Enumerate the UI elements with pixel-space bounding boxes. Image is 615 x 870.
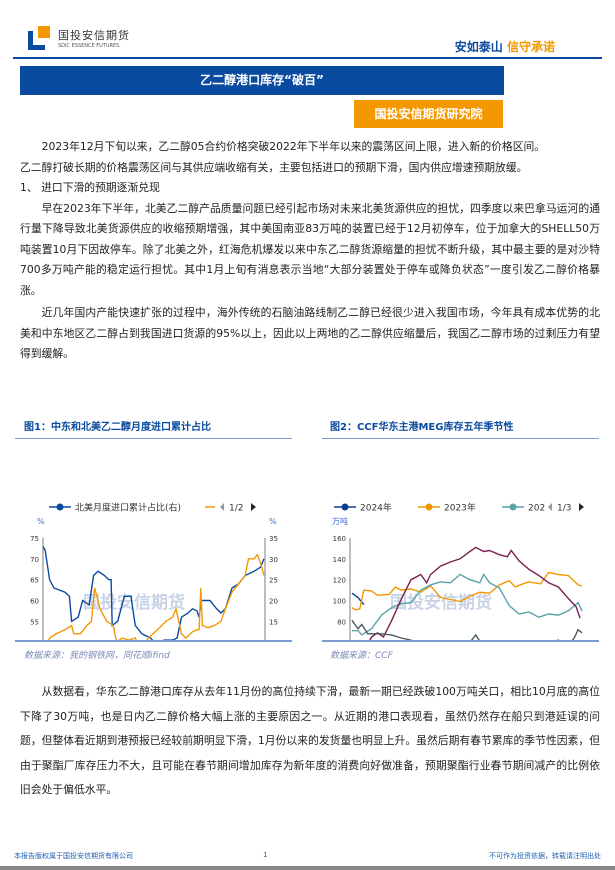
slogan: 安如泰山 信守承诺 [455,38,555,55]
figure-2-source: 数据来源：CCF [330,651,393,661]
logo-text-en: SDIC ESSENCE FUTURES [58,43,120,49]
divider [15,640,292,642]
y-tick-label: 55 [30,618,39,626]
y-tick-label: 60 [337,639,346,640]
y-tick-label: 75 [30,535,39,543]
legend-2023-label: 2023年 [444,502,476,514]
pager-label: 1/3 [557,504,571,514]
y-tick-label: 60 [30,598,39,606]
y2-tick-label: 25 [269,577,278,585]
y2-axis-unit: % [269,517,277,526]
y-tick-label: 100 [333,598,346,606]
paragraph: 近几年国内产能快速扩张的过程中，海外传统的石脑油路线制乙二醇已经很少进入我国市场… [20,306,600,360]
logo-mark-icon [28,26,50,50]
series-line-0 [42,545,265,640]
divider [322,438,599,439]
page-title: 乙二醇港口库存“破百” [20,66,504,95]
y-axis-unit: 万吨 [332,516,348,526]
footer-copyright: 本报告版权属于国投安信期货有限公司 [14,852,133,860]
logo: 国投安信期货 SDIC ESSENCE FUTURES [28,26,130,50]
pager-next-icon[interactable] [251,503,256,511]
y2-tick-label: 20 [269,598,278,606]
legend-202x-label: 202 [528,504,545,514]
footer-disclaimer: 不可作为投资依据，转载请注明出处 [489,852,601,860]
y-tick-label: 140 [333,556,346,564]
figure-1-source: 数据来源：我的钢铁网，同花顺ifind [24,651,170,661]
paragraph: 2023年12月下旬以来，乙二醇05合约价格突破2022年下半年以来的震荡区间上… [41,140,546,153]
paragraph: 乙二醇打破长期的价格震荡区间与其供应端收缩有关，主要包括进口的预期下滑，国内供应… [20,160,528,174]
y-tick-label: 65 [30,577,39,585]
y2-tick-label: 10 [269,639,278,640]
page-number: 1 [263,851,268,859]
header-divider [13,57,602,59]
series-line-2 [352,573,583,636]
divider [322,640,599,642]
institute-badge: 国投安信期货研究院 [354,100,503,128]
legend-2024-marker [341,503,349,511]
series-line-1 [351,571,583,611]
figure-1-title: 图1：中东和北美乙二醇月度进口累计占比 [24,422,211,433]
legend-202x-marker [509,503,517,511]
watermark: 国投安信期货 [83,592,185,613]
series-line-3 [369,546,581,640]
series-line-1 [48,553,265,640]
y-tick-label: 50 [30,639,39,640]
pager-next-icon[interactable] [579,503,584,511]
section-heading: 1、 进口下滑的预期逐渐兑现 [20,181,160,194]
paragraph: 早在2023年下半年，北美乙二醇产品质量问题已经引起市场对未来北美货源供应的担忧… [20,201,600,297]
legend-2023-marker [425,503,433,511]
divider [15,438,292,439]
y-tick-label: 80 [337,618,346,626]
series-line-4 [351,619,583,640]
chart-2: 国投安信期货406080100120140160万吨1月3月5月7月9月11月2… [332,502,584,640]
y2-tick-label: 30 [269,556,278,564]
legend-na-label: 北美月度进口累计占比(右) [75,502,181,514]
y-axis-unit: % [37,517,45,526]
y-tick-label: 120 [333,577,346,585]
y-tick-label: 70 [30,556,39,564]
pager-prev-icon[interactable] [548,503,552,511]
logo-text-cn: 国投安信期货 [58,29,130,42]
pager-prev-icon[interactable] [220,503,224,511]
slogan-b: 信守承诺 [506,40,555,54]
y2-tick-label: 35 [269,535,278,543]
body-section-2: 从数据看，华东乙二醇港口库存从去年11月份的高位持续下滑，最新一期已经跌破100… [20,680,600,803]
y2-tick-label: 15 [269,618,278,626]
pager-label: 1/2 [229,504,243,514]
y-tick-label: 160 [333,535,346,543]
chart-1: 国投安信期货455055606570755101520253035%%2014年… [30,502,278,640]
paragraph: 从数据看，华东乙二醇港口库存从去年11月份的高位持续下滑，最新一期已经跌破100… [20,685,600,796]
figure-2-title: 图2：CCF华东主港MEG库存五年季节性 [330,422,514,433]
footer-bar [0,866,615,870]
slogan-a: 安如泰山 [454,40,503,54]
legend-na-marker [56,503,64,511]
body-section-1: 2023年12月下旬以来，乙二醇05合约价格突破2022年下半年以来的震荡区间上… [20,137,600,365]
legend-2024-label: 2024年 [360,502,392,514]
